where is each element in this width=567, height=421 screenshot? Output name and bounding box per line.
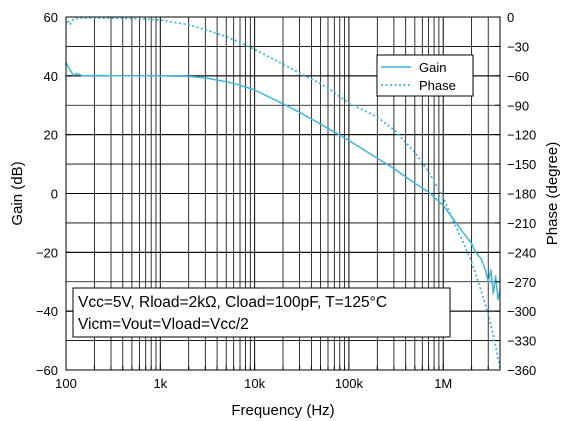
test-conditions-box: Vcc=5V, Rload=2kΩ, Cload=100pF, T=125°C … <box>72 287 451 338</box>
x-tick-label: 100k <box>335 376 364 391</box>
y-tick-label: 20 <box>44 128 58 143</box>
x-tick-label: 1M <box>434 376 452 391</box>
y2-tick-label: −330 <box>507 334 536 349</box>
y2-tick-label: −360 <box>507 363 536 378</box>
y-tick-label: 40 <box>44 69 58 84</box>
legend-label-gain: Gain <box>419 60 446 75</box>
test-conditions-frame <box>72 287 451 338</box>
y2-tick-label: −120 <box>507 128 536 143</box>
series-line-gain <box>65 62 501 301</box>
y-tick-label: −60 <box>36 363 58 378</box>
y2-tick-label: −270 <box>507 275 536 290</box>
legend-label-phase: Phase <box>419 78 456 93</box>
x-tick-label: 1k <box>153 376 167 391</box>
y2-tick-label: 0 <box>507 10 514 25</box>
y2-tick-label: −150 <box>507 157 536 172</box>
series-lines <box>65 17 501 369</box>
tick-labels: 100 1k 10k 100k 1M 60 40 20 0 −20 −40 −60 0 −30 −60 −90… <box>36 10 536 391</box>
x-tick-label: 10k <box>244 376 265 391</box>
y-tick-label: −20 <box>36 245 58 260</box>
y2-tick-label: −300 <box>507 304 536 319</box>
tick-marks <box>65 16 501 371</box>
x-tick-label: 100 <box>55 376 77 391</box>
y-tick-label: 60 <box>44 10 58 25</box>
x-axis-label: Frequency (Hz) <box>231 402 334 419</box>
legend-box <box>376 54 474 97</box>
y2-axis-label: Phase (degree) <box>544 142 561 245</box>
test-conditions-line-2: Vicm=Vout=Vload=Vcc/2 <box>78 316 249 333</box>
legend: Gain Phase <box>376 54 474 97</box>
y-tick-label: −40 <box>36 304 58 319</box>
y2-tick-label: −90 <box>507 98 529 113</box>
y2-tick-label: −60 <box>507 69 529 84</box>
y-axis-label: Gain (dB) <box>9 161 26 225</box>
y2-tick-label: −240 <box>507 245 536 260</box>
y-tick-label: 0 <box>51 187 58 202</box>
y2-tick-label: −180 <box>507 187 536 202</box>
test-conditions-line-1: Vcc=5V, Rload=2kΩ, Cload=100pF, T=125°C <box>78 294 387 311</box>
y2-tick-label: −210 <box>507 216 536 231</box>
y2-tick-label: −30 <box>507 39 529 54</box>
